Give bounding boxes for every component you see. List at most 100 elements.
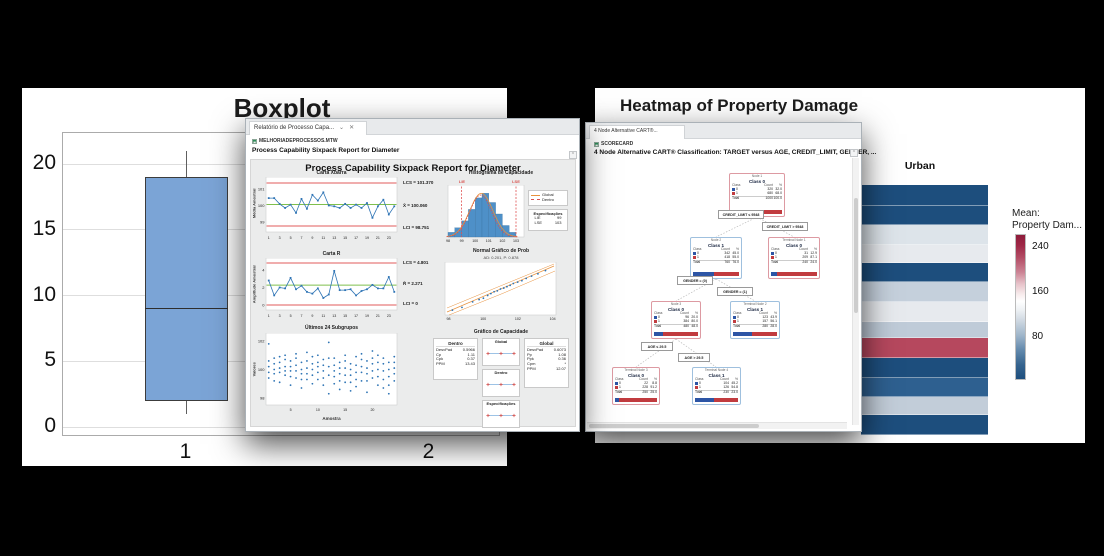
minitab-cart-window: 4 Node Alternative CART®... SCORECARD 4 … xyxy=(585,122,876,432)
row-pct: 20.0 xyxy=(691,314,698,319)
interval-group: Global xyxy=(482,338,520,366)
node-table-row: 1 126 54.8 xyxy=(695,385,738,390)
spec-row: LIE 99 xyxy=(531,215,566,221)
stat-label: Cpk xyxy=(436,356,444,362)
total-count: 250 xyxy=(642,390,648,395)
svg-text:3: 3 xyxy=(279,314,281,318)
bar-class1 xyxy=(748,210,782,214)
stat-value: 0.37 xyxy=(467,356,475,362)
interval-plot xyxy=(486,351,516,355)
stat-row: DesvPad 0.5966 xyxy=(436,348,475,353)
collapse-output-button[interactable]: ⌃ xyxy=(850,149,858,157)
svg-text:2: 2 xyxy=(262,285,265,290)
col-count: Count xyxy=(763,182,773,187)
row-pct: 45.0 xyxy=(732,250,739,255)
col-pct: % xyxy=(778,182,782,187)
row-class: 0 xyxy=(654,315,676,320)
class-value: 1 xyxy=(619,384,621,389)
node-class: Class 0 xyxy=(627,372,645,378)
split-rule: AGE > 29.5 xyxy=(678,353,710,362)
node-kind: Node 2 xyxy=(710,238,722,242)
y-axis-tick-label: 5 xyxy=(44,348,56,372)
interval-group: Especificações xyxy=(482,399,520,428)
heatmap-cell xyxy=(861,185,988,206)
global-stats-title: Global xyxy=(527,341,566,348)
bar-class1 xyxy=(752,332,777,336)
spec-box: Especificações LIE 99 LSE 103 xyxy=(528,209,568,231)
stat-value: 1.11 xyxy=(467,351,476,357)
split-rule: AGE ≤ 29.5 xyxy=(641,342,673,351)
row-count: 31 xyxy=(804,250,808,255)
total-pct: 25.0 xyxy=(650,390,657,395)
heatmap-cell xyxy=(861,338,988,358)
svg-text:9: 9 xyxy=(311,236,313,240)
horizontal-scrollbar[interactable] xyxy=(587,422,847,429)
global-line-swatch xyxy=(531,194,540,196)
normprob-chart: 98 100 102 104 xyxy=(444,262,557,321)
bar-class1 xyxy=(776,272,817,276)
node-kind: Node 3 xyxy=(670,302,682,306)
col-class: Class xyxy=(695,376,704,381)
spec-title: Especificações xyxy=(533,210,563,216)
row-count: 123 xyxy=(762,314,768,319)
total-label: Total xyxy=(693,260,701,265)
row-pct: 87.1 xyxy=(810,254,817,259)
worksheet-icon xyxy=(252,139,257,145)
vertical-scrollbar-thumb[interactable] xyxy=(854,198,858,313)
whisker-lower xyxy=(185,400,188,414)
minitab-capability-window: Relatório de Processo Capa... ⌄ ✕ MELHOR… xyxy=(245,118,580,432)
svg-text:98: 98 xyxy=(260,396,265,401)
cart-window-tab[interactable]: 4 Node Alternative CART®... xyxy=(589,125,685,139)
stat-row: Cpm * xyxy=(527,361,566,367)
svg-text:15: 15 xyxy=(343,314,347,318)
node-table-row: 0 104 45.2 xyxy=(695,381,738,386)
total-label: Total xyxy=(695,390,703,395)
horizontal-scrollbar-thumb[interactable] xyxy=(589,424,759,428)
colorbar-tick-label: 80 xyxy=(1032,331,1044,342)
spec-value: 99 xyxy=(557,215,562,221)
node-total-row: Total 280 28.0 xyxy=(733,324,777,329)
col-pct: % xyxy=(694,310,698,315)
col-pct: % xyxy=(734,376,738,381)
svg-text:13: 13 xyxy=(332,314,336,318)
svg-text:101: 101 xyxy=(486,239,492,243)
chevron-down-icon[interactable]: ⌄ xyxy=(339,125,345,131)
class-value: 0 xyxy=(737,314,739,319)
svg-text:21: 21 xyxy=(376,236,380,240)
spec-label: LIE xyxy=(534,215,541,221)
class-value: 1 xyxy=(697,254,699,259)
close-icon[interactable]: ✕ xyxy=(349,125,355,131)
interval-label: Dentro xyxy=(494,369,508,375)
svg-text:10: 10 xyxy=(316,408,320,412)
vertical-scrollbar[interactable] xyxy=(852,158,859,425)
heatmap-cell xyxy=(861,263,988,282)
collapse-output-button[interactable]: ⌃ xyxy=(569,151,577,159)
node-total-row: Total 760 76.0 xyxy=(693,260,739,265)
bar-class0 xyxy=(695,398,715,402)
node-total-row: Total 480 48.0 xyxy=(654,324,698,329)
svg-text:100: 100 xyxy=(472,239,478,243)
subgroups-chart: 102 100 98 5 10 15 20 xyxy=(258,333,398,412)
class-value: 1 xyxy=(658,318,660,323)
svg-text:98: 98 xyxy=(447,317,451,321)
stat-row: Pp 1.08 xyxy=(527,352,566,358)
svg-text:1: 1 xyxy=(268,314,270,318)
row-class: 0 xyxy=(732,187,760,192)
svg-text:23: 23 xyxy=(387,314,391,318)
boxplot-title: Boxplot xyxy=(233,93,331,123)
spec-label: LSE xyxy=(534,219,543,225)
row-pct: 55.0 xyxy=(732,254,739,259)
class-swatch xyxy=(732,188,735,192)
capability-window-tab[interactable]: Relatório de Processo Capa... ⌄ ✕ xyxy=(249,121,367,135)
row-pct: 80.0 xyxy=(691,318,698,323)
capability-worksheet-label: MELHORIADEPROCESSOS.MTW xyxy=(259,138,338,144)
node-table-header: Class Count% xyxy=(693,246,739,252)
svg-text:3: 3 xyxy=(279,236,281,240)
legend-dentro: Dentro xyxy=(542,196,555,202)
heatmap-grid xyxy=(861,185,988,435)
stat-value: 13.43 xyxy=(464,360,475,366)
row-class: 0 xyxy=(693,251,717,256)
node-total-row: Total 250 25.0 xyxy=(615,390,657,395)
col-class: Class xyxy=(693,246,702,251)
